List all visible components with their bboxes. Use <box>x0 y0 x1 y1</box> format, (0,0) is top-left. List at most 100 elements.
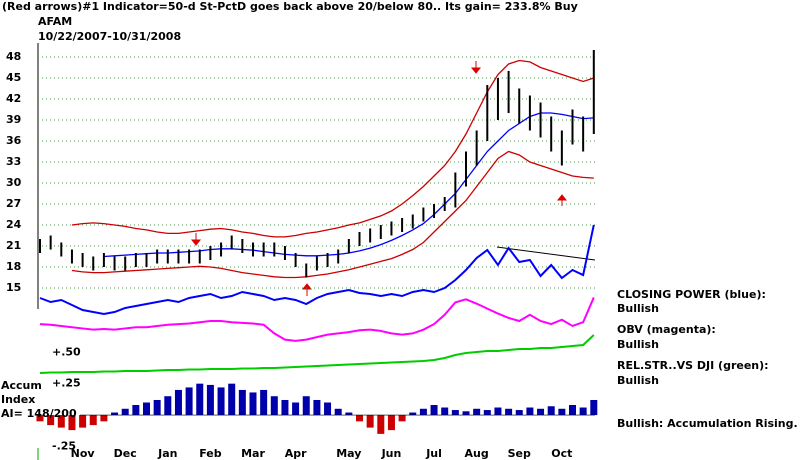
accum-bar <box>185 387 193 416</box>
accum-label: Accum <box>1 379 42 392</box>
indicator-status: Bullish <box>617 374 659 387</box>
x-tick-label: Nov <box>71 447 96 460</box>
accum-bar <box>547 406 555 416</box>
x-tick-label: Aug <box>465 447 489 460</box>
indicator-line <box>39 334 595 374</box>
indicator-status: Bullish <box>617 302 659 315</box>
y-tick-label: 30 <box>6 176 22 189</box>
y-tick-label: 24 <box>6 218 22 231</box>
x-tick-label: Oct <box>551 447 572 460</box>
accum-bar <box>334 408 342 416</box>
accum-bar <box>356 415 363 422</box>
accum-bar <box>302 396 310 416</box>
accum-bar <box>526 407 534 416</box>
indicator-label: OBV (magenta): <box>617 323 716 336</box>
accum-bar <box>196 383 204 416</box>
y-tick-label: 21 <box>6 239 21 252</box>
accum-bar <box>143 402 150 416</box>
arrow-head <box>301 283 313 290</box>
accum-bar <box>260 389 268 416</box>
indicator-label: CLOSING POWER (blue): <box>617 288 766 301</box>
accum-bar <box>249 392 257 416</box>
y-tick-label: +.50 <box>52 345 81 358</box>
accum-bar <box>313 399 321 416</box>
x-tick-label: May <box>336 447 361 460</box>
y-tick-label: 15 <box>6 281 21 294</box>
accum-bar <box>473 408 481 416</box>
y-tick-label: +.25 <box>52 377 81 390</box>
accum-bar <box>569 405 576 416</box>
arrow-head <box>470 67 482 74</box>
x-tick-label: Mar <box>241 447 265 460</box>
accum-bar <box>515 410 523 416</box>
accum-bar <box>494 407 502 416</box>
accum-bar <box>228 383 236 416</box>
y-tick-label: 39 <box>6 113 21 126</box>
upper-band <box>71 59 595 238</box>
accum-bar <box>537 408 545 416</box>
accum-bar <box>451 410 459 416</box>
accum-bar <box>590 399 598 416</box>
ticker: AFAM <box>38 15 72 28</box>
accum-bar <box>47 415 55 426</box>
accum-bar <box>206 384 214 416</box>
signal-arrows <box>190 61 568 296</box>
x-tick-label: Feb <box>199 447 222 460</box>
arrow-head <box>190 239 202 246</box>
accum-bar <box>100 415 108 422</box>
accum-bar <box>281 399 289 416</box>
accum-bar <box>79 415 87 428</box>
accum-bar <box>57 415 65 428</box>
accum-bar <box>441 407 449 416</box>
accum-bar <box>270 396 278 416</box>
accum-bar <box>462 411 470 416</box>
y-tick-label: -.25 <box>52 439 76 452</box>
y-tick-label: 45 <box>6 71 21 84</box>
y-tick-label: 42 <box>6 92 21 105</box>
accum-bar <box>68 415 76 431</box>
lower-band <box>71 150 594 279</box>
accum-bar <box>324 402 332 416</box>
x-tick-label: Dec <box>114 447 137 460</box>
accum-bar <box>345 412 353 416</box>
accum-bar <box>132 405 140 416</box>
accum-bar <box>153 399 161 416</box>
accum-label: Index <box>1 393 35 406</box>
y-tick-label: 27 <box>6 197 21 210</box>
accum-bar <box>483 410 491 416</box>
x-tick-label: Sep <box>508 447 531 460</box>
accum-bar <box>164 396 172 416</box>
trend-line <box>496 246 596 261</box>
chart-title: (Red arrows)#1 Indicator=50-d St-PctD go… <box>2 0 578 13</box>
accum-bar <box>387 415 395 431</box>
y-tick-label: 18 <box>6 260 21 273</box>
accum-bar <box>419 408 427 416</box>
arrow-head <box>556 194 568 201</box>
accum-ai: AI= 148/200 <box>1 407 77 420</box>
x-tick-label: Jan <box>157 447 177 460</box>
y-tick-label: 33 <box>6 155 21 168</box>
accum-bar <box>377 415 385 434</box>
accum-status: Bullish: Accumulation Rising. <box>617 417 798 430</box>
x-tick-label: Jul <box>425 447 442 460</box>
accum-bar <box>89 415 97 426</box>
indicator-label: REL.STR..VS DJI (green): <box>617 359 769 372</box>
accum-bar <box>217 387 225 416</box>
accum-bar <box>174 389 182 416</box>
indicator-line <box>39 224 595 316</box>
accum-bar <box>121 408 129 416</box>
accum-bar <box>430 405 438 416</box>
x-tick-label: Apr <box>285 447 307 460</box>
indicator-status: Bullish <box>617 338 659 351</box>
accum-bar <box>505 408 513 416</box>
accum-bar <box>111 412 119 416</box>
date-range: 10/22/2007-10/31/2008 <box>38 30 181 43</box>
y-tick-label: 36 <box>6 134 22 147</box>
accum-bar <box>292 402 300 416</box>
accum-bar <box>238 389 246 416</box>
accum-bar <box>579 407 587 416</box>
accum-bar <box>398 415 406 422</box>
accum-bar <box>409 412 417 416</box>
